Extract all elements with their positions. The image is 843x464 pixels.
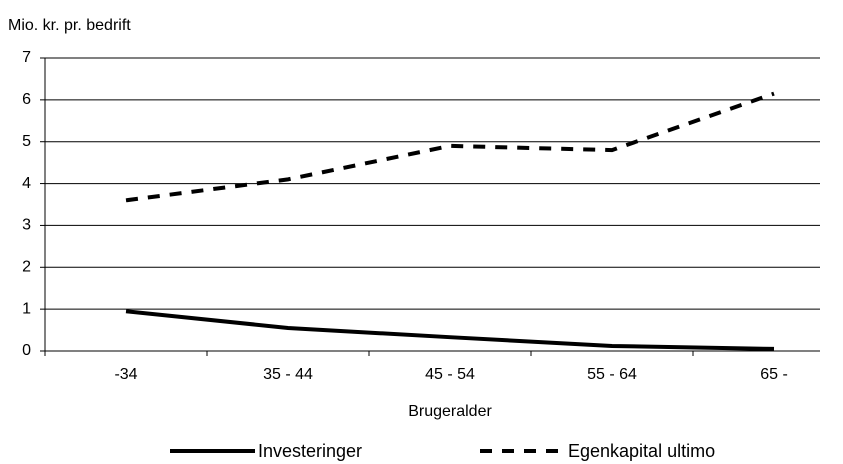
x-axis-label: Brugeralder [408, 403, 492, 420]
y-tick-label: 0 [22, 342, 31, 359]
y-axis-label: Mio. kr. pr. bedrift [8, 17, 131, 34]
x-tick-label: 65 - [760, 366, 788, 383]
x-tick-label: 45 - 54 [425, 366, 475, 383]
legend-label: Investeringer [258, 441, 362, 461]
y-tick-label: 1 [22, 300, 31, 317]
legend-label: Egenkapital ultimo [568, 441, 715, 461]
y-tick-label: 5 [22, 133, 31, 150]
y-tick-label: 2 [22, 259, 31, 276]
x-tick-label: 35 - 44 [263, 366, 313, 383]
x-tick-label: 55 - 64 [587, 366, 637, 383]
series-line [125, 91, 775, 203]
y-tick-label: 4 [22, 175, 31, 192]
y-tick-label: 3 [22, 217, 31, 234]
y-tick-label: 7 [22, 49, 31, 66]
series-line [125, 309, 775, 351]
y-tick-label: 6 [22, 91, 31, 108]
x-tick-label: -34 [114, 366, 137, 383]
